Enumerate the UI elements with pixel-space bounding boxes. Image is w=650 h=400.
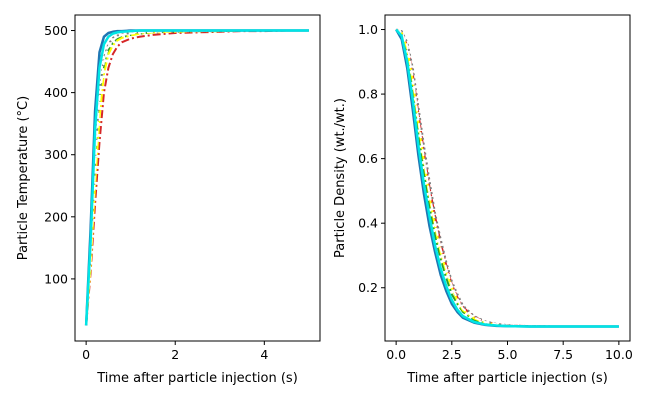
density-chart: 0.0 2.5 5.0 7.5 10.0 0.2 0.4 0.6 0.8 1.0 Time aft…	[333, 14, 633, 386]
density-ticks: 0.0 2.5 5.0 7.5 10.0 0.2 0.4 0.6 0.8 1.0	[358, 22, 633, 362]
density-x-tick-label: 7.5	[553, 347, 573, 362]
temperature-x-tick-label: 2	[171, 347, 179, 362]
density-x-tick-label: 0.0	[386, 347, 406, 362]
temperature-y-axis-label: Particle Temperature (°C)	[16, 96, 31, 260]
temperature-y-tick-label: 400	[44, 85, 68, 100]
temperature-series-line-1	[85, 29, 309, 326]
density-y-axis-label: Particle Density (wt./wt.)	[333, 98, 348, 258]
density-x-tick-label: 2.5	[442, 347, 462, 362]
temperature-chart: 0 2 4 100 200 300 400 500 Time after particle i…	[16, 14, 321, 386]
temperature-series-line-7	[84, 29, 309, 326]
density-y-tick-label: 0.6	[358, 151, 378, 166]
temperature-ticks: 0 2 4 100 200 300 400 500	[44, 23, 268, 362]
density-x-axis-label: Time after particle injection (s)	[406, 371, 608, 386]
density-y-tick-label: 0.4	[358, 216, 378, 231]
temperature-y-tick-label: 300	[44, 147, 68, 162]
temperature-y-tick-label: 200	[44, 209, 68, 224]
density-y-tick-label: 0.2	[358, 280, 378, 295]
temperature-y-tick-label: 100	[44, 271, 68, 286]
density-y-tick-label: 0.8	[358, 87, 378, 102]
temperature-plot-frame	[74, 14, 321, 342]
temperature-x-tick-label: 4	[260, 347, 268, 362]
density-x-tick-label: 5.0	[498, 347, 518, 362]
temperature-y-tick-label: 500	[44, 23, 68, 38]
temperature-series-layer	[84, 29, 309, 326]
density-series-layer	[395, 28, 619, 328]
density-x-tick-label: 10.0	[605, 347, 633, 362]
temperature-series-line-3	[85, 29, 309, 326]
temperature-x-tick-label: 0	[82, 347, 90, 362]
density-y-tick-label: 1.0	[358, 22, 378, 37]
density-series-line-7	[395, 28, 619, 328]
temperature-x-axis-label: Time after particle injection (s)	[96, 371, 298, 386]
